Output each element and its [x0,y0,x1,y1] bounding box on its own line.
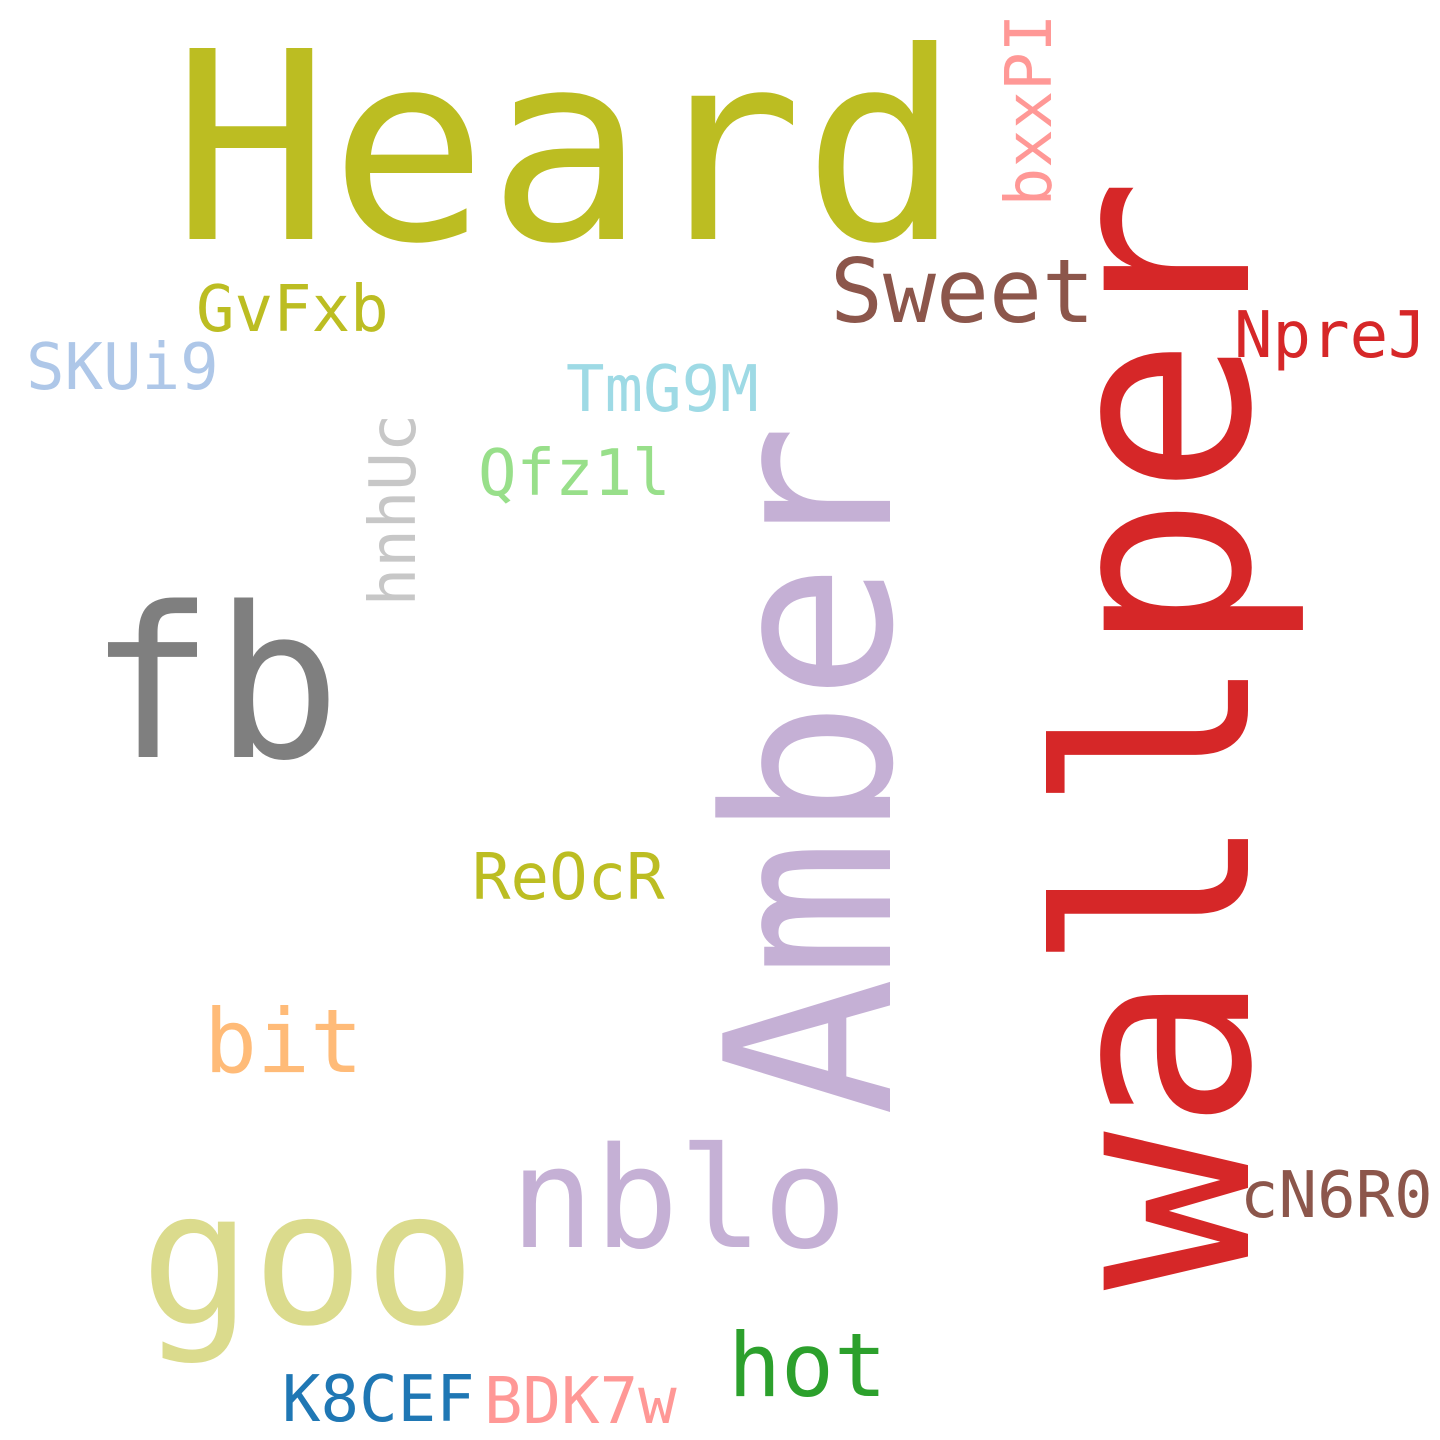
word-fb: fb [88,562,341,807]
word-qfz1l: Qfz1l [478,437,671,511]
word-nprej: NpreJ [1234,299,1427,373]
word-bxxpi: bxxPI [993,13,1067,207]
word-skui9: SKUi9 [26,331,219,405]
word-amber: Amber [678,423,945,1117]
word-cn6r0: cN6R0 [1240,1159,1433,1233]
word-wallper: wallper [1004,177,1311,1291]
word-bit: bit [204,990,363,1093]
word-sweet: Sweet [830,240,1095,343]
word-reocr: ReOcR [472,841,665,915]
word-hnhuc: hnhUc [357,413,431,607]
word-tmg9m: TmG9M [566,353,759,427]
word-k8cef: K8CEF [282,1363,475,1437]
word-heard: Heard [172,0,961,301]
word-goo: goo [140,1150,476,1367]
word-gvfxb: GvFxb [196,273,389,347]
word-bdk7w: BDK7w [484,1365,677,1439]
word-hot: hot [728,1314,887,1417]
word-nblo: nblo [510,1118,848,1281]
